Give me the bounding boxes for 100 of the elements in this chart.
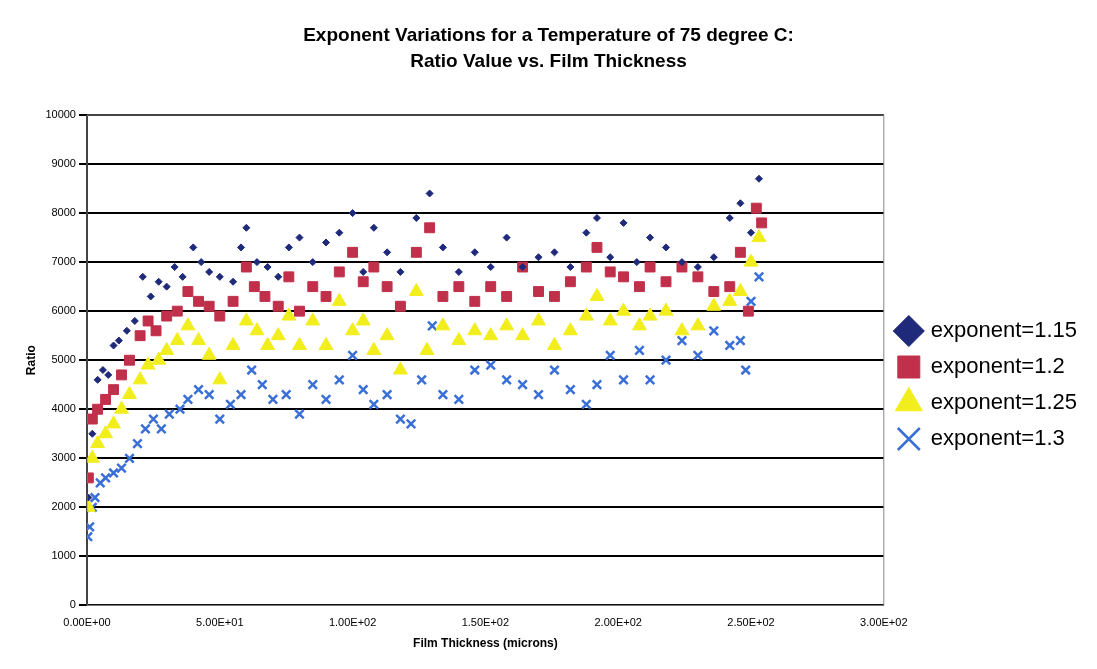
- point: [150, 325, 162, 337]
- point: [281, 307, 297, 321]
- point: [531, 312, 546, 326]
- point: [114, 400, 129, 414]
- point: [692, 271, 704, 283]
- point: [743, 253, 759, 267]
- point: [130, 316, 139, 325]
- point: [227, 295, 239, 307]
- point: [499, 317, 515, 331]
- point: [88, 429, 97, 438]
- point: [322, 238, 331, 247]
- point: [242, 223, 251, 232]
- point: [485, 281, 497, 293]
- point: [154, 277, 163, 286]
- point: [747, 228, 756, 237]
- point: [451, 332, 467, 346]
- point: [159, 341, 175, 355]
- point: [606, 253, 615, 262]
- point: [359, 267, 368, 276]
- point: [333, 266, 345, 278]
- point: [225, 336, 241, 350]
- point: [383, 248, 392, 257]
- point: [708, 286, 720, 297]
- point: [93, 375, 102, 384]
- point: [604, 266, 616, 278]
- point: [182, 286, 194, 297]
- x-tick-label: 5.00E+01: [196, 616, 244, 629]
- point: [534, 253, 543, 262]
- point: [580, 261, 592, 273]
- point: [632, 317, 647, 331]
- point: [658, 302, 674, 316]
- point: [284, 243, 293, 252]
- y-tick-label: 10000: [45, 108, 76, 121]
- point: [260, 336, 276, 350]
- y-tick-label: 0: [69, 598, 76, 611]
- point: [660, 276, 672, 288]
- point: [307, 281, 319, 293]
- x-tick-label: 3.00E+02: [860, 616, 908, 629]
- point: [602, 312, 618, 326]
- chart-title: Exponent Variations for a Temperature of 75 degree C: Ratio Value vs. Film Thickness: [302, 23, 795, 73]
- point: [392, 361, 408, 375]
- point: [690, 317, 706, 331]
- point: [122, 326, 131, 335]
- point: [453, 281, 465, 293]
- point: [632, 258, 641, 267]
- point: [122, 386, 137, 400]
- point: [582, 228, 591, 237]
- point: [345, 322, 361, 336]
- point: [469, 295, 481, 307]
- point: [725, 213, 734, 222]
- y-tick-label: 3000: [51, 451, 76, 464]
- point: [732, 283, 748, 297]
- point: [751, 229, 767, 243]
- point: [381, 281, 393, 293]
- point: [642, 307, 658, 321]
- point: [515, 327, 531, 341]
- point: [644, 261, 656, 273]
- y-tick-label: 5000: [51, 353, 76, 366]
- point: [347, 246, 359, 258]
- point: [550, 248, 559, 257]
- point: [547, 336, 562, 350]
- point: [142, 315, 154, 327]
- point: [501, 291, 513, 302]
- point: [754, 174, 763, 183]
- point: [132, 371, 148, 385]
- point: [146, 292, 155, 301]
- point: [470, 248, 479, 257]
- y-axis-title: Ratio: [23, 345, 38, 376]
- point: [355, 312, 371, 326]
- legend-label: exponent=1.25: [930, 389, 1078, 415]
- point: [368, 261, 380, 273]
- point: [171, 305, 183, 317]
- point: [677, 258, 686, 267]
- point: [252, 258, 261, 267]
- point: [203, 300, 215, 312]
- point: [562, 322, 578, 336]
- point: [467, 322, 483, 336]
- point: [419, 341, 435, 355]
- point: [396, 267, 405, 276]
- point: [722, 292, 738, 306]
- y-tick-label: 8000: [51, 206, 76, 219]
- point: [634, 281, 645, 293]
- point: [750, 202, 762, 214]
- point: [283, 271, 295, 283]
- point: [197, 258, 206, 267]
- x-tick-label: 2.00E+02: [594, 616, 642, 629]
- point: [116, 369, 127, 381]
- point: [92, 403, 104, 415]
- point: [335, 228, 344, 237]
- point: [592, 213, 601, 222]
- point: [412, 213, 421, 222]
- x-tick-label: 2.50E+02: [727, 616, 775, 629]
- point: [274, 272, 283, 281]
- point: [305, 312, 321, 326]
- point: [295, 233, 304, 242]
- point: [124, 354, 135, 366]
- point: [114, 336, 123, 345]
- point: [90, 435, 106, 449]
- point: [106, 415, 121, 429]
- legend-label: exponent=1.15: [930, 317, 1078, 343]
